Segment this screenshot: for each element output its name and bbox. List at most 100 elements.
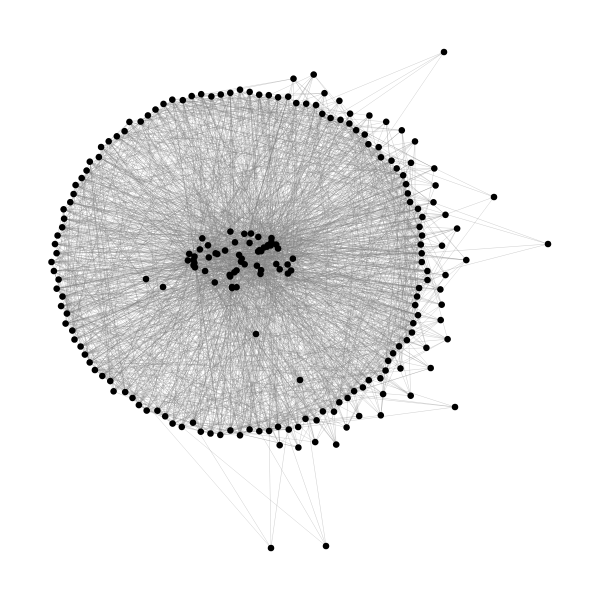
graph-edge bbox=[74, 245, 442, 340]
graph-edge bbox=[356, 130, 436, 186]
graph-edge bbox=[191, 95, 419, 209]
graph-edge bbox=[298, 208, 419, 448]
graph-edge bbox=[181, 426, 327, 547]
graph-edge bbox=[61, 289, 441, 307]
graph-node bbox=[236, 86, 244, 93]
graph-edge bbox=[145, 261, 422, 280]
graph-edge bbox=[65, 94, 202, 324]
graph-edge bbox=[81, 168, 435, 179]
graph-edge bbox=[145, 278, 289, 430]
graph-edge bbox=[401, 130, 414, 324]
graph-node bbox=[204, 242, 212, 249]
graph-node bbox=[332, 441, 340, 448]
graph-node bbox=[417, 241, 425, 248]
graph-node bbox=[83, 167, 90, 174]
graph-edge bbox=[391, 160, 416, 306]
graph-edge bbox=[63, 218, 201, 432]
graph-node bbox=[77, 343, 84, 350]
graph-node bbox=[302, 415, 309, 423]
graph-edge bbox=[409, 141, 416, 203]
graph-node bbox=[336, 399, 343, 406]
graph-edge bbox=[207, 245, 411, 396]
graph-edge bbox=[292, 160, 392, 259]
graph-edge bbox=[108, 121, 130, 142]
graph-node bbox=[313, 417, 320, 424]
graph-node bbox=[296, 376, 304, 384]
graph-edge bbox=[287, 113, 351, 274]
graph-edge bbox=[62, 96, 192, 297]
graph-edge bbox=[72, 170, 87, 331]
graph-node bbox=[418, 258, 426, 266]
graph-edge bbox=[406, 184, 436, 186]
graph-node bbox=[246, 239, 253, 247]
graph-node bbox=[389, 350, 397, 357]
graph-edge bbox=[181, 288, 233, 427]
graph-node bbox=[399, 172, 407, 179]
graph-node bbox=[337, 116, 344, 124]
graph-edge bbox=[62, 89, 241, 297]
graph-edge bbox=[75, 184, 446, 216]
graph-edge bbox=[116, 96, 289, 137]
graph-node bbox=[113, 133, 121, 140]
graph-edge bbox=[129, 121, 549, 245]
graph-edge bbox=[163, 103, 402, 131]
graph-node bbox=[365, 376, 373, 384]
graph-edge bbox=[181, 265, 258, 427]
graph-edge bbox=[172, 423, 316, 443]
graph-edge bbox=[89, 261, 422, 363]
graph-node bbox=[189, 419, 197, 427]
graph-node bbox=[246, 88, 253, 96]
graph-node bbox=[442, 271, 449, 279]
graph-edge bbox=[62, 227, 90, 363]
graph-node bbox=[346, 120, 353, 127]
graph-node bbox=[265, 427, 273, 435]
graph-node bbox=[463, 256, 470, 264]
graph-node bbox=[442, 211, 449, 219]
graph-edge bbox=[234, 130, 357, 243]
graph-edge bbox=[101, 146, 337, 445]
graph-node bbox=[377, 154, 385, 161]
graph-node bbox=[205, 254, 213, 261]
graph-edge bbox=[220, 94, 245, 265]
graph-node bbox=[295, 444, 302, 451]
graph-edge bbox=[102, 375, 317, 421]
graph-edge bbox=[215, 253, 384, 395]
graph-node bbox=[60, 206, 67, 213]
graph-edge bbox=[259, 431, 299, 448]
graph-node bbox=[440, 48, 448, 56]
graph-edge bbox=[81, 177, 218, 255]
graph-node bbox=[159, 283, 167, 291]
graph-edge bbox=[299, 244, 421, 381]
graph-edge bbox=[75, 100, 183, 186]
graph-edge bbox=[98, 100, 340, 158]
graph-node bbox=[427, 364, 435, 372]
graph-edge bbox=[74, 286, 164, 340]
graph-edge bbox=[108, 141, 280, 270]
graph-edge bbox=[89, 161, 147, 411]
graph-edge bbox=[132, 235, 423, 399]
graph-edge bbox=[140, 121, 337, 445]
graph-edge bbox=[208, 160, 392, 258]
graph-edge bbox=[292, 258, 401, 369]
graph-edge bbox=[63, 209, 411, 396]
graph-edge bbox=[110, 245, 443, 382]
graph-node bbox=[227, 427, 234, 434]
graph-edge bbox=[340, 119, 446, 276]
graph-edge bbox=[89, 161, 126, 393]
graph-edge bbox=[293, 78, 428, 281]
graph-edge bbox=[224, 113, 323, 251]
graph-node bbox=[142, 275, 150, 283]
graph-node bbox=[51, 240, 59, 248]
graph-edge bbox=[409, 202, 442, 305]
graph-node bbox=[287, 267, 295, 274]
graph-node bbox=[274, 423, 282, 431]
graph-edge bbox=[268, 95, 357, 131]
graph-edge bbox=[193, 235, 423, 261]
graph-edge bbox=[74, 94, 221, 340]
graph-edge bbox=[204, 270, 289, 430]
graph-edge bbox=[86, 97, 279, 171]
graph-node bbox=[355, 412, 363, 420]
graph-edge bbox=[236, 287, 381, 416]
graph-edge bbox=[271, 241, 448, 340]
graph-node bbox=[451, 403, 459, 411]
